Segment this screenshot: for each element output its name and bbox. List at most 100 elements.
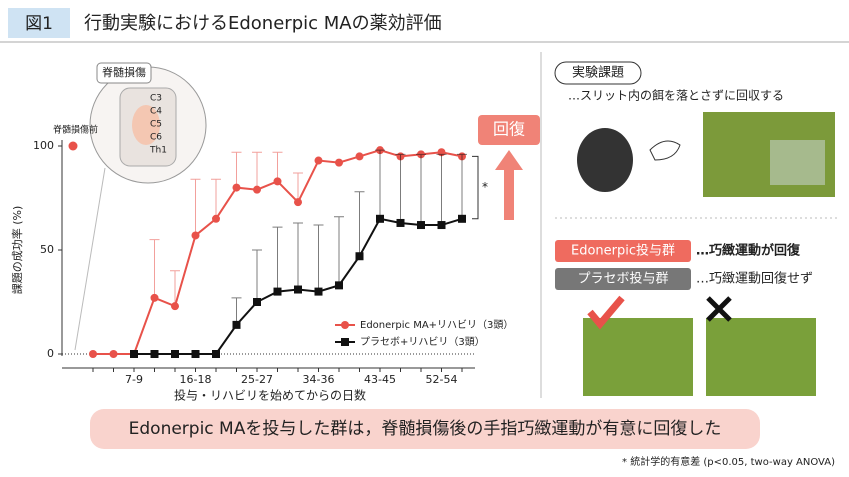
group-box: [555, 268, 691, 290]
check-mark: [587, 295, 625, 330]
point: [294, 198, 302, 207]
recovery-label: 回復: [493, 120, 525, 139]
significance-label: *: [482, 180, 488, 194]
point: [130, 350, 138, 358]
point: [232, 320, 241, 329]
error-bar: [457, 153, 467, 219]
conclusion-box: [90, 409, 760, 449]
error-bar: [293, 172, 303, 203]
vertebra-label: Th1: [149, 146, 167, 156]
conclusion: Edonerpic MAを投与した群は，脊髄損傷後の手指巧緻運動が有意に回復した: [129, 419, 722, 439]
point: [232, 183, 241, 192]
error-bar: [252, 151, 262, 190]
x-tick-label: 43-45: [364, 373, 396, 386]
vertebra-label: C6: [150, 133, 162, 143]
task-description: …スリット内の餌を落とさずに回収する: [568, 88, 784, 103]
vertebra-label: C5: [150, 120, 162, 130]
point: [335, 281, 343, 290]
point: [171, 302, 179, 311]
error-bar: [293, 222, 303, 290]
error-bar: [231, 151, 242, 188]
point: [355, 252, 364, 261]
point: [212, 350, 220, 358]
point: [89, 350, 97, 358]
significance-bracket: [472, 155, 479, 220]
y-tick-label: 100: [33, 139, 54, 152]
recovery-box: [478, 115, 540, 145]
error-bar: [272, 226, 283, 292]
error-bar: [170, 270, 180, 307]
vertebra-label: C3: [150, 94, 162, 104]
point: [437, 221, 446, 230]
injury-label-box: [96, 62, 152, 84]
x-tick-label: 52-54: [426, 373, 458, 386]
injury-site-shape: [132, 105, 160, 145]
error-bar: [231, 297, 242, 325]
x-tick-label: 25-27: [241, 373, 273, 386]
y-tick-label: 0: [47, 347, 54, 360]
error-bar: [252, 249, 262, 302]
x-tick-label: 34-36: [303, 373, 335, 386]
result-photo: [583, 318, 693, 396]
cross-mark: [706, 296, 732, 322]
error-bar: [395, 153, 406, 223]
point: [191, 231, 200, 240]
connector: [74, 167, 106, 351]
point: [458, 214, 466, 223]
footnote: * 統計学的有意差 (p<0.05, two-way ANOVA): [622, 455, 835, 468]
point: [314, 287, 323, 296]
error-bar: [211, 178, 221, 219]
point: [273, 177, 282, 186]
group-outcome: …巧緻運動が回復: [696, 243, 801, 259]
error-bar: [334, 216, 344, 286]
pre-injury-point: [68, 141, 78, 151]
x-tick-label: 7-9: [125, 373, 143, 386]
point: [314, 156, 323, 165]
vertebra-label: C4: [150, 107, 162, 117]
error-bar: [313, 224, 324, 292]
figure-title: 行動実験におけるEdonerpic MAの薬効評価: [84, 13, 442, 34]
hand-icon: [649, 140, 681, 161]
point: [171, 350, 179, 358]
task-title: 実験課題: [572, 65, 624, 81]
point: [150, 293, 159, 302]
point: [150, 350, 159, 358]
point: [417, 221, 425, 230]
figure-label: 図1: [25, 14, 53, 34]
group-label: Edonerpic投与群: [571, 243, 675, 259]
result-photo: [706, 318, 816, 396]
error-bar: [436, 153, 447, 226]
y-tick-label: 50: [40, 243, 54, 256]
figure-label-box: [8, 8, 70, 38]
apparatus: [770, 140, 825, 185]
error-bar: [149, 239, 160, 298]
point: [109, 350, 118, 358]
group-box: [555, 240, 691, 262]
point: [396, 218, 405, 227]
error-bar: [375, 149, 385, 219]
point: [253, 298, 261, 306]
y-axis-title: 課題の成功率 (%): [10, 206, 24, 295]
group-outcome: …巧緻運動回復せず: [696, 271, 813, 287]
task-title-box: [554, 61, 642, 85]
point: [335, 158, 343, 167]
monkey-icon: [577, 128, 633, 192]
error-bar: [272, 151, 283, 182]
legend-marker: [341, 338, 349, 346]
pre-injury-label: 脊髄損傷前: [53, 124, 98, 136]
point: [294, 285, 302, 294]
injury-label: 脊髄損傷: [102, 65, 146, 79]
point: [191, 350, 200, 358]
point: [212, 214, 220, 223]
recovery-arrow: [495, 150, 523, 220]
point: [376, 214, 384, 223]
x-axis-title: 投与・リハビリを始めてからの日数: [174, 388, 366, 403]
legend-marker: [341, 321, 349, 329]
point: [355, 152, 364, 161]
legend-label: Edonerpic MA+リハビリ（3頭）: [360, 319, 513, 331]
error-bar: [190, 178, 201, 236]
error-bar: [354, 191, 365, 257]
point: [253, 185, 261, 194]
